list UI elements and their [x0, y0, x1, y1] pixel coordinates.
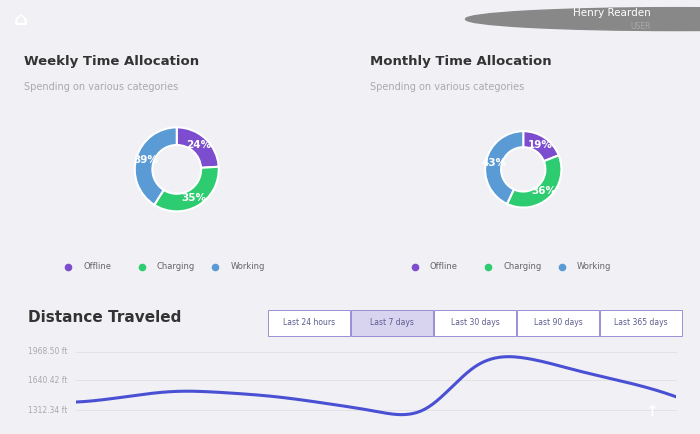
- Text: 1640.42 ft: 1640.42 ft: [27, 376, 67, 385]
- Text: 1968.50 ft: 1968.50 ft: [27, 347, 67, 356]
- Text: Spending on various categories: Spending on various categories: [24, 82, 178, 92]
- Point: [62, 263, 74, 270]
- Point: [556, 263, 567, 270]
- Point: [409, 263, 420, 270]
- Point: [482, 263, 493, 270]
- Text: Weekly Time Allocation: Weekly Time Allocation: [24, 55, 199, 68]
- Wedge shape: [134, 127, 177, 205]
- Text: Henry Rearden: Henry Rearden: [573, 8, 651, 18]
- FancyBboxPatch shape: [435, 310, 516, 336]
- Wedge shape: [507, 155, 561, 207]
- Text: 35%: 35%: [181, 193, 206, 203]
- Text: 1312.34 ft: 1312.34 ft: [27, 406, 67, 414]
- Text: Last 24 hours: Last 24 hours: [283, 319, 335, 327]
- FancyBboxPatch shape: [351, 310, 433, 336]
- Point: [209, 263, 220, 270]
- Text: ↑: ↑: [645, 404, 658, 419]
- Text: 36%: 36%: [531, 186, 556, 196]
- Wedge shape: [176, 127, 218, 168]
- Wedge shape: [523, 131, 559, 161]
- Text: Last 365 days: Last 365 days: [615, 319, 668, 327]
- Text: 43%: 43%: [482, 158, 507, 168]
- FancyBboxPatch shape: [601, 310, 682, 336]
- Text: Working: Working: [230, 263, 265, 271]
- Text: Offline: Offline: [430, 263, 458, 271]
- Text: 19%: 19%: [528, 140, 552, 150]
- Text: Last 90 days: Last 90 days: [534, 319, 582, 327]
- Circle shape: [466, 8, 700, 30]
- Text: Distance Traveled: Distance Traveled: [27, 310, 181, 325]
- FancyBboxPatch shape: [268, 310, 350, 336]
- Text: 24%: 24%: [187, 141, 211, 151]
- Text: Monthly Time Allocation: Monthly Time Allocation: [370, 55, 552, 68]
- Text: USER: USER: [631, 22, 651, 31]
- Wedge shape: [485, 131, 524, 204]
- FancyBboxPatch shape: [517, 310, 599, 336]
- Text: Charging: Charging: [503, 263, 542, 271]
- Text: 39%: 39%: [133, 155, 158, 165]
- Point: [136, 263, 147, 270]
- Wedge shape: [154, 167, 219, 211]
- Text: Last 30 days: Last 30 days: [451, 319, 500, 327]
- Text: Working: Working: [577, 263, 611, 271]
- Text: ⌂: ⌂: [14, 10, 28, 29]
- Text: Last 7 days: Last 7 days: [370, 319, 414, 327]
- Text: Offline: Offline: [83, 263, 111, 271]
- Text: Charging: Charging: [157, 263, 195, 271]
- Text: Spending on various categories: Spending on various categories: [370, 82, 525, 92]
